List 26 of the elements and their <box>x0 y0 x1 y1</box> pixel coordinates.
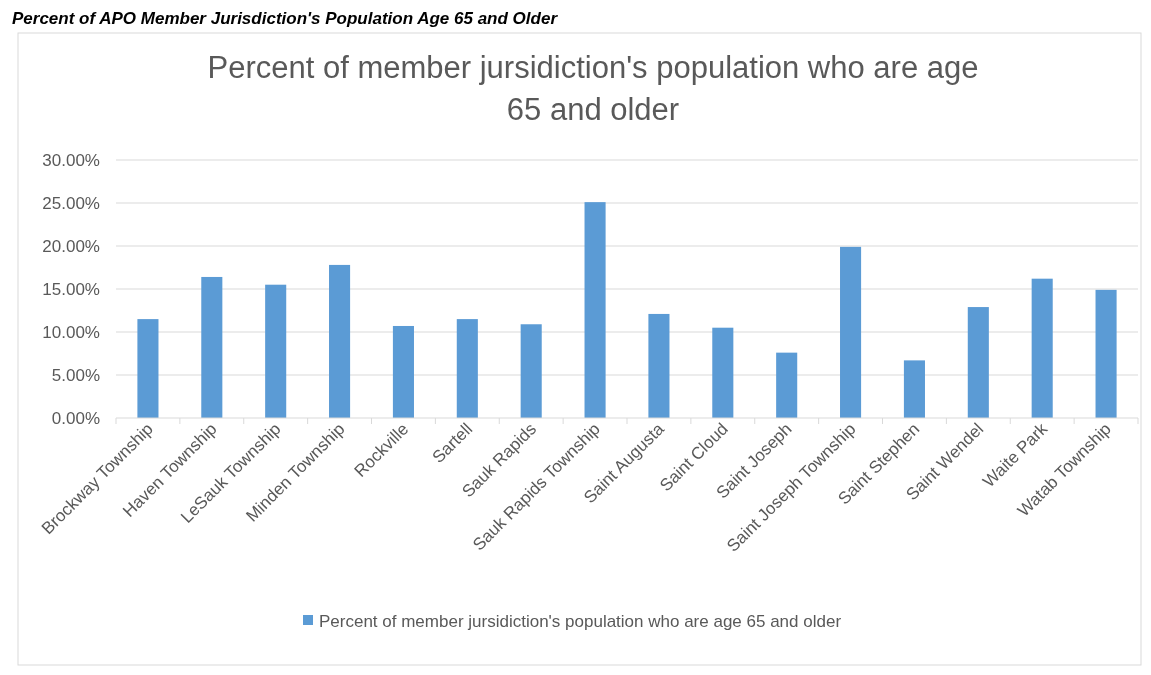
bar <box>265 284 287 418</box>
bar <box>520 324 542 418</box>
bar <box>712 327 734 418</box>
bar <box>776 352 798 418</box>
bar <box>137 319 159 418</box>
bar <box>1031 278 1053 418</box>
bar <box>329 264 351 418</box>
bar <box>967 307 989 418</box>
bar <box>840 246 862 418</box>
bar <box>648 313 670 418</box>
bar <box>903 360 925 418</box>
bar <box>1095 289 1117 418</box>
y-tick-label: 15.00% <box>42 279 100 299</box>
y-tick-label: 25.00% <box>42 193 100 213</box>
legend-label: Percent of member jursidiction's population who are age 65 and older <box>319 611 842 631</box>
bar <box>584 202 606 418</box>
y-tick-label: 20.00% <box>42 236 100 256</box>
bar <box>392 325 414 418</box>
chart-title: Percent of member jursidiction's population who are age 65 and older <box>207 50 979 127</box>
y-tick-label: 30.00% <box>42 150 100 170</box>
bar <box>456 319 478 418</box>
y-tick-label: 5.00% <box>51 365 100 385</box>
bar <box>201 276 223 418</box>
text: Percent of APO Member Jurisdiction's Population Age 65 and Older <box>12 9 559 28</box>
y-tick-label: 0.00% <box>51 408 100 428</box>
y-tick-label: 10.00% <box>42 322 100 342</box>
